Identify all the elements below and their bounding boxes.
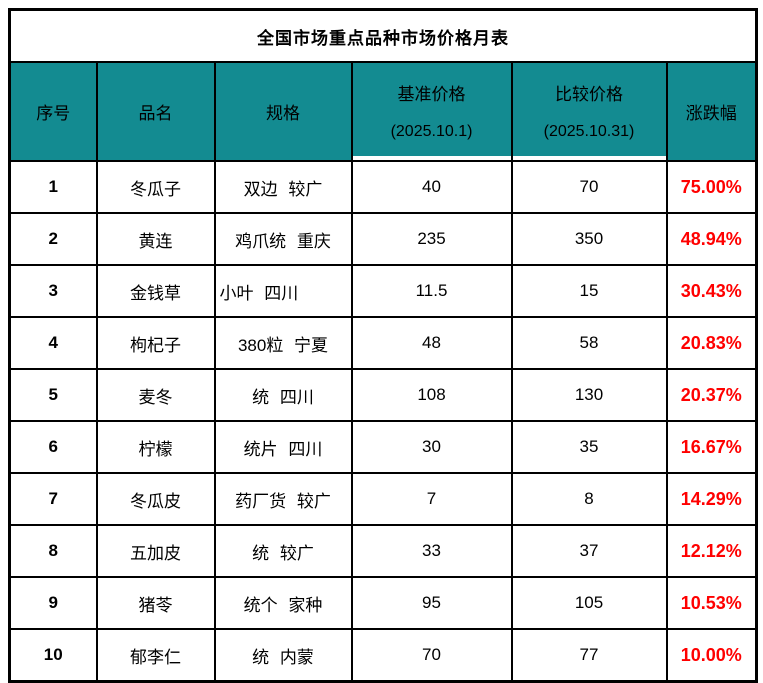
index-cell: 4 <box>8 316 98 370</box>
base-price-cell: 33 <box>350 524 513 578</box>
spec-cell: 380粒 宁夏 <box>213 316 353 370</box>
compare-price-cell: 35 <box>510 420 668 474</box>
index-cell: 8 <box>8 524 98 578</box>
index-cell: 9 <box>8 576 98 630</box>
title-row: 全国市场重点品种市场价格月表 <box>8 8 758 63</box>
spec-cell: 统 四川 <box>213 368 353 422</box>
index-cell: 3 <box>8 264 98 318</box>
index-cell: 2 <box>8 212 98 266</box>
change-percent-cell: 20.37% <box>665 368 758 422</box>
change-percent-cell: 10.00% <box>665 628 758 683</box>
table-row: 10 郁李仁 统 内蒙 70 77 10.00% <box>8 628 758 683</box>
index-cell: 10 <box>8 628 98 683</box>
index-cell: 5 <box>8 368 98 422</box>
header-row: 序号 品名 规格 基准价格 (2025.10.1) 比较价格 (2025.10.… <box>8 61 758 162</box>
spec-cell: 小叶 四川 <box>213 264 353 318</box>
change-percent-cell: 10.53% <box>665 576 758 630</box>
table-row: 6 柠檬 统片 四川 30 35 16.67% <box>8 420 758 474</box>
spec-cell: 统片 四川 <box>213 420 353 474</box>
product-name-cell: 枸杞子 <box>95 316 216 370</box>
spec-cell: 统 内蒙 <box>213 628 353 683</box>
compare-price-cell: 70 <box>510 160 668 214</box>
change-percent-cell: 48.94% <box>665 212 758 266</box>
col-header-index: 序号 <box>8 61 98 162</box>
compare-price-cell: 105 <box>510 576 668 630</box>
spec-cell: 药厂货 较广 <box>213 472 353 526</box>
compare-price-cell: 15 <box>510 264 668 318</box>
compare-price-cell: 130 <box>510 368 668 422</box>
change-percent-cell: 14.29% <box>665 472 758 526</box>
change-percent-cell: 30.43% <box>665 264 758 318</box>
product-name-cell: 冬瓜皮 <box>95 472 216 526</box>
product-name-cell: 五加皮 <box>95 524 216 578</box>
base-price-cell: 48 <box>350 316 513 370</box>
base-price-cell: 108 <box>350 368 513 422</box>
table-title: 全国市场重点品种市场价格月表 <box>8 8 758 63</box>
compare-price-cell: 77 <box>510 628 668 683</box>
change-percent-cell: 16.67% <box>665 420 758 474</box>
col-header-spec: 规格 <box>213 61 353 162</box>
spec-cell: 统 较广 <box>213 524 353 578</box>
table-row: 8 五加皮 统 较广 33 37 12.12% <box>8 524 758 578</box>
change-percent-cell: 75.00% <box>665 160 758 214</box>
compare-price-label: 比较价格 <box>555 85 623 104</box>
table-row: 9 猪苓 统个 家种 95 105 10.53% <box>8 576 758 630</box>
col-header-change-percent: 涨跌幅 <box>665 61 758 162</box>
base-price-cell: 70 <box>350 628 513 683</box>
table-row: 7 冬瓜皮 药厂货 较广 7 8 14.29% <box>8 472 758 526</box>
change-percent-cell: 20.83% <box>665 316 758 370</box>
table-row: 5 麦冬 统 四川 108 130 20.37% <box>8 368 758 422</box>
product-name-cell: 郁李仁 <box>95 628 216 683</box>
compare-price-cell: 350 <box>510 212 668 266</box>
spec-cell: 双边 较广 <box>213 160 353 214</box>
col-header-name: 品名 <box>95 61 216 162</box>
product-name-cell: 柠檬 <box>95 420 216 474</box>
product-name-cell: 黄连 <box>95 212 216 266</box>
product-name-cell: 猪苓 <box>95 576 216 630</box>
product-name-cell: 金钱草 <box>95 264 216 318</box>
spec-cell: 鸡爪统 重庆 <box>213 212 353 266</box>
table-row: 4 枸杞子 380粒 宁夏 48 58 20.83% <box>8 316 758 370</box>
base-price-cell: 40 <box>350 160 513 214</box>
product-name-cell: 冬瓜子 <box>95 160 216 214</box>
base-price-date: (2025.10.1) <box>390 123 473 140</box>
change-percent-cell: 12.12% <box>665 524 758 578</box>
compare-price-cell: 8 <box>510 472 668 526</box>
spec-cell: 统个 家种 <box>213 576 353 630</box>
base-price-cell: 11.5 <box>350 264 513 318</box>
compare-price-date: (2025.10.31) <box>543 123 635 140</box>
base-price-cell: 235 <box>350 212 513 266</box>
base-price-cell: 30 <box>350 420 513 474</box>
product-name-cell: 麦冬 <box>95 368 216 422</box>
table-row: 1 冬瓜子 双边 较广 40 70 75.00% <box>8 160 758 214</box>
table-row: 3 金钱草 小叶 四川 11.5 15 30.43% <box>8 264 758 318</box>
market-price-table: 全国市场重点品种市场价格月表 序号 品名 规格 基准价格 (2025.10.1)… <box>8 8 758 683</box>
index-cell: 6 <box>8 420 98 474</box>
base-price-cell: 7 <box>350 472 513 526</box>
col-header-base-price: 基准价格 (2025.10.1) <box>350 61 513 162</box>
base-price-cell: 95 <box>350 576 513 630</box>
base-price-label: 基准价格 <box>397 85 466 104</box>
compare-price-cell: 58 <box>510 316 668 370</box>
index-cell: 1 <box>8 160 98 214</box>
col-header-compare-price: 比较价格 (2025.10.31) <box>510 61 668 162</box>
table-row: 2 黄连 鸡爪统 重庆 235 350 48.94% <box>8 212 758 266</box>
index-cell: 7 <box>8 472 98 526</box>
compare-price-cell: 37 <box>510 524 668 578</box>
